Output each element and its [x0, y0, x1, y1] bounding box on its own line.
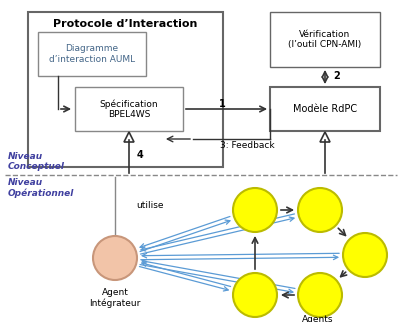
Text: utilise: utilise	[136, 201, 163, 210]
Text: 3: Feedback: 3: Feedback	[219, 140, 274, 149]
Circle shape	[93, 236, 137, 280]
Text: Protocole d’Interaction: Protocole d’Interaction	[53, 19, 197, 29]
Circle shape	[297, 188, 341, 232]
Text: Niveau
Opérationnel: Niveau Opérationnel	[8, 178, 74, 198]
Bar	[269, 87, 379, 131]
Circle shape	[233, 188, 276, 232]
Text: Modèle RdPC: Modèle RdPC	[292, 104, 356, 114]
Text: Niveau
Conceptuel: Niveau Conceptuel	[8, 152, 65, 171]
Circle shape	[342, 233, 386, 277]
Bar	[75, 87, 182, 131]
Circle shape	[297, 273, 341, 317]
Text: Vérification
(l’outil CPN-AMI): Vérification (l’outil CPN-AMI)	[288, 30, 361, 49]
Text: Diagramme
d’interaction AUML: Diagramme d’interaction AUML	[49, 44, 135, 64]
Bar	[38, 32, 146, 76]
Bar	[28, 12, 223, 167]
Circle shape	[233, 273, 276, 317]
Text: Agents
participants: Agents participants	[290, 315, 344, 322]
Text: 4: 4	[136, 150, 143, 160]
Text: Spécification
BPEL4WS: Spécification BPEL4WS	[99, 99, 158, 119]
Text: 1: 1	[218, 99, 225, 109]
Bar	[269, 12, 379, 67]
Text: Agent
Intégrateur: Agent Intégrateur	[89, 288, 140, 308]
Text: 2: 2	[333, 71, 340, 81]
